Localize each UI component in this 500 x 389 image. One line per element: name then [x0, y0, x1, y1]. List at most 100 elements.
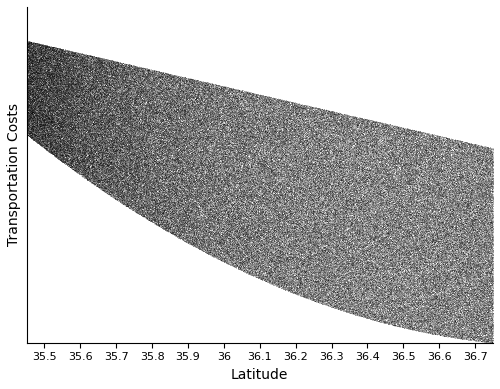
Point [442, 231, 450, 237]
Point [466, 331, 474, 337]
Point [214, 174, 222, 180]
Point [202, 177, 209, 183]
Point [44, 98, 52, 105]
Point [470, 335, 478, 341]
Point [446, 211, 454, 217]
Point [306, 156, 314, 163]
Point [96, 135, 104, 141]
Point [267, 103, 275, 110]
Point [198, 143, 206, 149]
Point [110, 140, 118, 146]
Point [64, 100, 72, 106]
Point [109, 60, 117, 66]
Point [334, 171, 342, 177]
Point [482, 246, 490, 252]
Point [280, 265, 288, 272]
Point [272, 237, 280, 243]
Point [433, 135, 441, 141]
Point [259, 260, 267, 266]
Point [276, 269, 284, 275]
Point [91, 149, 99, 155]
Point [378, 313, 386, 319]
Point [330, 279, 338, 286]
Point [254, 256, 262, 263]
Point [459, 182, 467, 188]
Point [58, 53, 66, 59]
Point [98, 107, 106, 113]
Point [332, 254, 340, 261]
Point [254, 172, 262, 178]
Point [214, 173, 222, 179]
Point [55, 151, 63, 157]
Point [83, 151, 91, 158]
Point [474, 271, 482, 277]
Point [288, 192, 296, 198]
Point [345, 209, 353, 215]
Point [150, 77, 158, 83]
Point [393, 257, 401, 263]
Point [203, 171, 211, 177]
Point [228, 254, 236, 260]
Point [157, 131, 165, 138]
Point [128, 173, 136, 180]
Point [49, 131, 57, 137]
Point [64, 89, 72, 95]
Point [128, 140, 136, 146]
Point [335, 143, 343, 149]
Point [406, 315, 413, 321]
Point [135, 98, 143, 105]
Point [102, 158, 110, 164]
Point [395, 309, 403, 315]
Point [418, 228, 426, 235]
Point [177, 172, 185, 179]
Point [468, 275, 476, 281]
Point [132, 110, 140, 116]
Point [360, 134, 368, 140]
Point [36, 46, 44, 53]
Point [48, 114, 56, 120]
Point [461, 147, 469, 154]
Point [393, 140, 401, 147]
Point [138, 201, 145, 207]
Point [66, 53, 74, 59]
Point [54, 135, 62, 142]
Point [469, 180, 477, 187]
Point [274, 250, 282, 256]
Point [78, 56, 86, 62]
Point [289, 110, 297, 116]
Point [281, 130, 289, 137]
Point [294, 130, 302, 136]
Point [451, 186, 459, 193]
Point [289, 203, 297, 210]
Point [367, 206, 375, 212]
Point [267, 263, 275, 270]
Point [328, 145, 336, 151]
Point [478, 176, 486, 182]
Point [280, 212, 288, 218]
Point [283, 216, 291, 223]
Point [397, 130, 405, 136]
Point [320, 214, 328, 220]
Point [359, 299, 367, 305]
Point [112, 147, 120, 153]
Point [438, 219, 446, 226]
Point [90, 166, 98, 172]
Point [55, 125, 63, 131]
Point [340, 278, 348, 284]
Point [364, 214, 372, 220]
Point [219, 126, 227, 132]
Point [188, 122, 196, 128]
Point [484, 297, 492, 303]
Point [336, 241, 344, 247]
Point [292, 276, 300, 282]
Point [94, 184, 102, 191]
Point [356, 310, 364, 316]
Point [80, 119, 88, 126]
Point [216, 147, 224, 153]
Point [23, 79, 31, 86]
Point [162, 133, 170, 139]
Point [443, 173, 451, 179]
Point [39, 65, 47, 71]
Point [468, 286, 476, 292]
Point [445, 272, 453, 279]
